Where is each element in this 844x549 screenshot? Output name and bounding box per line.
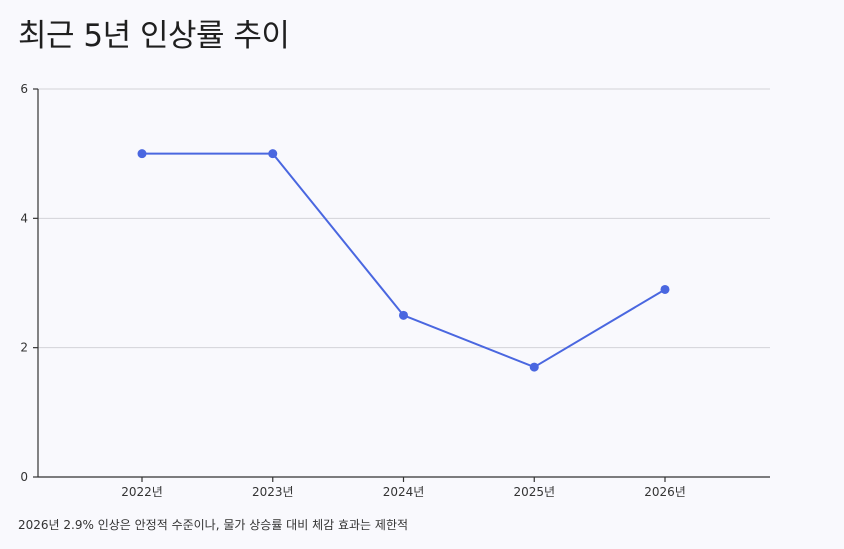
y-tick-label: 6 [20,82,28,96]
x-tick-label: 2023년 [252,485,294,499]
y-tick-label: 4 [20,211,28,225]
data-point [268,149,278,159]
x-tick-label: 2025년 [513,485,555,499]
data-point [529,362,539,372]
x-tick-label: 2024년 [383,485,425,499]
x-axis: 2022년 2023년 2024년 2025년 2026년 [38,476,770,499]
x-tick-label: 2022년 [121,485,163,499]
data-point [399,310,408,320]
series-line [142,152,666,369]
chart-caption: 2026년 2.9% 인상은 안정적 수준이나, 물가 상승률 대비 체감 효과… [18,518,409,532]
y-tick-label: 2 [20,341,28,355]
x-tick-label: 2026년 [644,485,686,499]
series-lines [142,152,666,369]
grid-lines [38,88,770,349]
data-points [137,149,670,372]
y-tick-label: 0 [20,470,28,484]
data-point [660,284,670,294]
chart-title: 최근 5년 인상률 추이 [18,18,290,54]
y-axis: 0 2 4 6 [20,82,39,484]
data-point [137,149,147,159]
